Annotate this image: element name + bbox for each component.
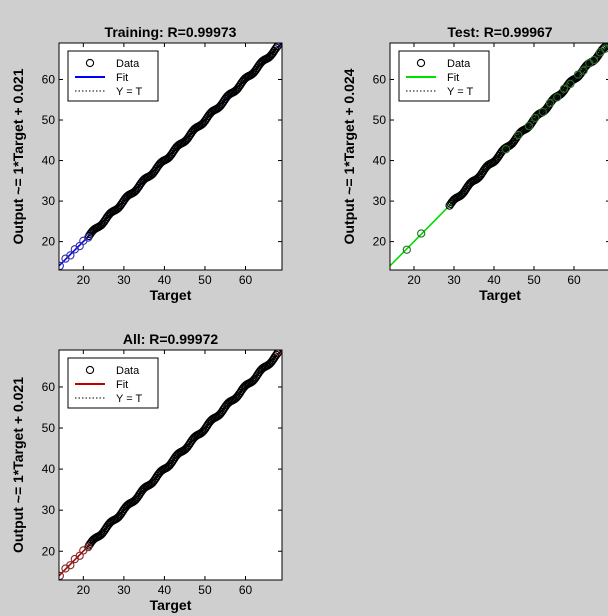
legend-label: Data xyxy=(116,365,140,377)
data-point xyxy=(531,113,540,123)
x-tick-label: 60 xyxy=(239,273,253,287)
y-tick-label: 50 xyxy=(373,113,387,127)
legend-label: Data xyxy=(447,58,471,70)
y-tick-label: 40 xyxy=(42,462,56,476)
data-point xyxy=(84,542,93,552)
x-tick-label: 30 xyxy=(117,583,131,597)
chart-title: All: R=0.99972 xyxy=(123,331,219,347)
y-tick-label: 30 xyxy=(373,194,387,208)
y-tick-label: 50 xyxy=(42,421,56,435)
legend-label: Y = T xyxy=(116,86,142,98)
y-tick-label: 20 xyxy=(42,235,56,249)
legend-data-marker xyxy=(85,58,95,68)
y-axis-label: Output ~= 1*Target + 0.021 xyxy=(10,68,26,244)
y-tick-label: 60 xyxy=(373,72,387,86)
data-point xyxy=(514,130,523,140)
data-point xyxy=(601,44,608,53)
data-point xyxy=(417,229,426,238)
x-tick-label: 20 xyxy=(77,273,91,287)
data-point xyxy=(559,84,569,93)
x-tick-label: 40 xyxy=(158,273,172,287)
y-tick-label: 20 xyxy=(42,544,56,558)
data-point xyxy=(573,70,583,79)
x-tick-label: 50 xyxy=(198,583,212,597)
x-axis-label: Target xyxy=(150,597,192,613)
plot-area xyxy=(390,43,608,267)
data-point xyxy=(501,145,511,154)
axes-frame xyxy=(58,42,283,271)
x-tick-label: 30 xyxy=(117,273,131,287)
y-tick-label: 60 xyxy=(42,380,56,394)
legend-data-marker xyxy=(416,58,426,68)
chart-title: Test: R=0.99967 xyxy=(447,24,552,40)
legend-label: Data xyxy=(116,58,140,70)
x-tick-label: 40 xyxy=(487,273,501,287)
data-point xyxy=(272,43,281,52)
y-axis-label: Output ~= 1*Target + 0.021 xyxy=(10,377,26,553)
data-point xyxy=(273,43,282,51)
data-point xyxy=(553,93,562,102)
x-tick-label: 50 xyxy=(527,273,541,287)
data-point xyxy=(402,245,411,254)
x-tick-label: 30 xyxy=(447,273,461,287)
x-axis-label: Target xyxy=(150,287,192,303)
data-point xyxy=(84,233,93,242)
y-tick-label: 40 xyxy=(373,154,387,168)
x-tick-label: 60 xyxy=(239,583,253,597)
data-point xyxy=(273,350,282,358)
axes-frame xyxy=(58,349,283,581)
legend-label: Fit xyxy=(116,72,128,84)
data-point xyxy=(538,107,547,117)
legend-label: Fit xyxy=(116,379,128,391)
y-tick-label: 30 xyxy=(42,503,56,517)
legend-label: Y = T xyxy=(116,393,142,405)
data-point xyxy=(66,561,75,570)
data-point xyxy=(59,571,64,580)
x-axis-label: Target xyxy=(479,287,521,303)
data-point xyxy=(579,66,588,75)
x-tick-label: 50 xyxy=(198,273,212,287)
legend: Data Fit Y = T xyxy=(67,357,159,409)
data-point xyxy=(545,98,555,108)
legend: Data Fit Y = T xyxy=(398,50,490,102)
y-tick-label: 30 xyxy=(42,194,56,208)
legend-label: Fit xyxy=(447,72,459,84)
legend-data-marker xyxy=(85,365,95,375)
chart-title: Training: R=0.99973 xyxy=(105,24,237,40)
data-point xyxy=(524,121,533,131)
y-tick-label: 50 xyxy=(42,113,56,127)
data-points xyxy=(59,43,282,270)
axes-frame xyxy=(389,42,608,271)
test-plot: 20 30 40 50 60 20 30 40 50 60 Test: R=0.99967 Targe… xyxy=(341,24,608,303)
plot-area xyxy=(59,43,282,270)
x-tick-label: 20 xyxy=(77,583,91,597)
legend: Data Fit Y = T xyxy=(67,50,159,102)
data-points xyxy=(402,43,608,254)
data-point xyxy=(566,79,575,89)
x-tick-label: 20 xyxy=(407,273,421,287)
y-tick-label: 40 xyxy=(42,154,56,168)
plot-area xyxy=(59,350,282,580)
y-tick-label: 20 xyxy=(373,235,387,249)
data-point xyxy=(66,251,75,260)
y-axis-label: Output ~= 1*Target + 0.024 xyxy=(341,68,357,244)
training-plot: 20 30 40 50 60 20 30 40 50 60 Training: R=0.99973 T… xyxy=(10,24,283,303)
legend-label: Y = T xyxy=(447,86,473,98)
all-plot: 20 30 40 50 60 20 30 40 50 60 All: R=0.99972 Target… xyxy=(10,331,283,613)
x-tick-label: 60 xyxy=(567,273,581,287)
x-tick-label: 40 xyxy=(158,583,172,597)
data-points xyxy=(59,350,282,580)
data-point xyxy=(589,55,599,65)
y-tick-label: 60 xyxy=(42,72,56,86)
data-point xyxy=(272,350,281,359)
